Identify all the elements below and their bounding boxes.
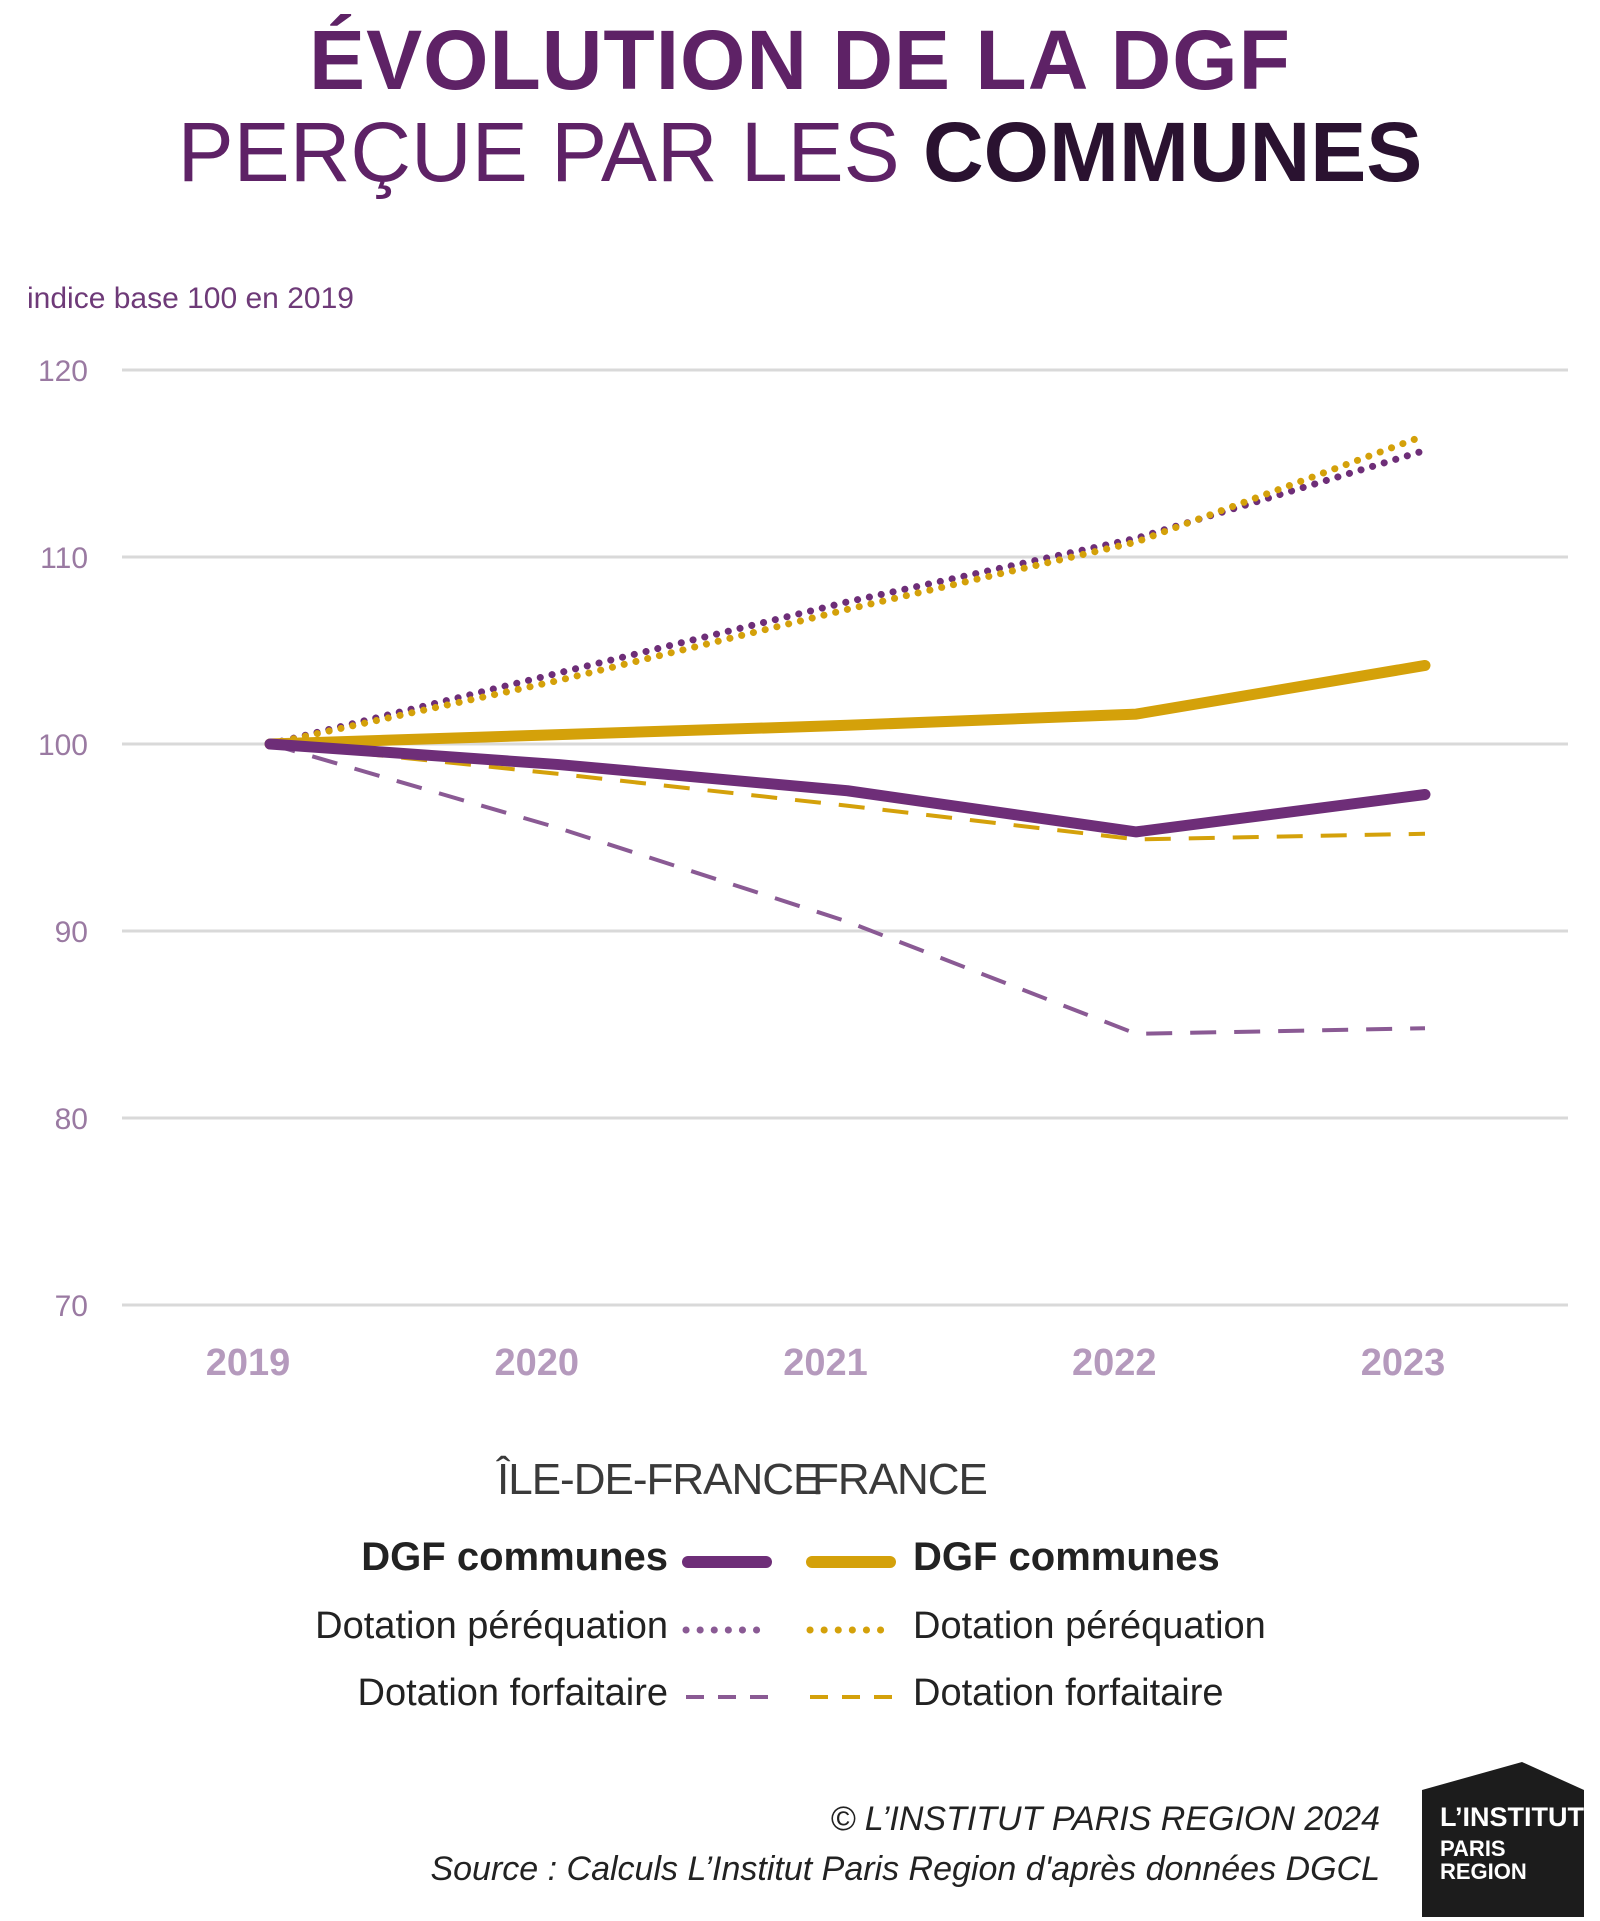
- x-tick-label: 2023: [1361, 1342, 1446, 1384]
- logo-line3: REGION: [1440, 1859, 1527, 1884]
- legend-fr-forfaitaire-label: Dotation forfaitaire: [913, 1672, 1224, 1714]
- legend-swatches: [682, 1556, 896, 1699]
- series-line-fr-dashed: [269, 742, 1426, 842]
- legend-fr-perequation-label: Dotation péréquation: [913, 1605, 1266, 1647]
- series-line-fr-solid: [264, 659, 1431, 750]
- series-line-idf-dashed: [269, 742, 1426, 1036]
- x-tick-label: 2021: [783, 1342, 868, 1384]
- chart-title-line1: ÉVOLUTION DE LA DGF: [309, 13, 1291, 107]
- y-axis-label: indice base 100 en 2019: [27, 282, 354, 315]
- logo-line2: PARIS: [1440, 1836, 1506, 1861]
- y-tick-labels: 70 80 90 100 110 120: [38, 355, 88, 1323]
- x-tick-label: 2019: [206, 1342, 291, 1384]
- legend-head-france: FRANCE: [812, 1455, 988, 1504]
- y-tick-label: 110: [40, 542, 88, 575]
- series-lines: [264, 431, 1431, 1036]
- legend-idf-forfaitaire-label: Dotation forfaitaire: [357, 1672, 669, 1714]
- chart-title-line2: PERÇUE PAR LES COMMUNES: [0, 102, 1600, 202]
- title-regular-part: PERÇUE PAR LES: [177, 105, 923, 199]
- x-tick-label: 2020: [494, 1342, 579, 1384]
- legend-idf-perequation-label: Dotation péréquation: [315, 1605, 668, 1647]
- legend-fr-dgf-label: DGF communes: [913, 1535, 1220, 1579]
- y-tick-label: 70: [55, 1290, 88, 1323]
- footer-copyright: © L’INSTITUT PARIS REGION 2024: [830, 1800, 1380, 1838]
- legend-head-ile-de-france: ÎLE-DE-FRANCE: [497, 1455, 822, 1504]
- legend-idf-dgf-label: DGF communes: [361, 1535, 668, 1579]
- footer-source: Source : Calculs L’Institut Paris Region…: [430, 1850, 1380, 1888]
- series-line-fr-dotted: [266, 431, 1429, 748]
- title-bold-part: COMMUNES: [923, 105, 1423, 199]
- x-tick-label: 2022: [1072, 1342, 1157, 1384]
- y-tick-label: 100: [38, 729, 88, 762]
- y-tick-label: 120: [38, 355, 88, 388]
- y-tick-label: 90: [55, 916, 88, 949]
- line-chart: 70 80 90 100 110 120 2019 2020 2021 2022 2023: [38, 355, 1568, 1384]
- institut-paris-region-logo: [1422, 1762, 1584, 1917]
- x-tick-labels: 2019 2020 2021 2022 2023: [206, 1342, 1446, 1384]
- y-tick-label: 80: [55, 1103, 88, 1136]
- grid-lines: [122, 368, 1568, 1307]
- series-line-idf-solid: [264, 738, 1431, 838]
- logo-line1: L’INSTITUT: [1440, 1802, 1584, 1832]
